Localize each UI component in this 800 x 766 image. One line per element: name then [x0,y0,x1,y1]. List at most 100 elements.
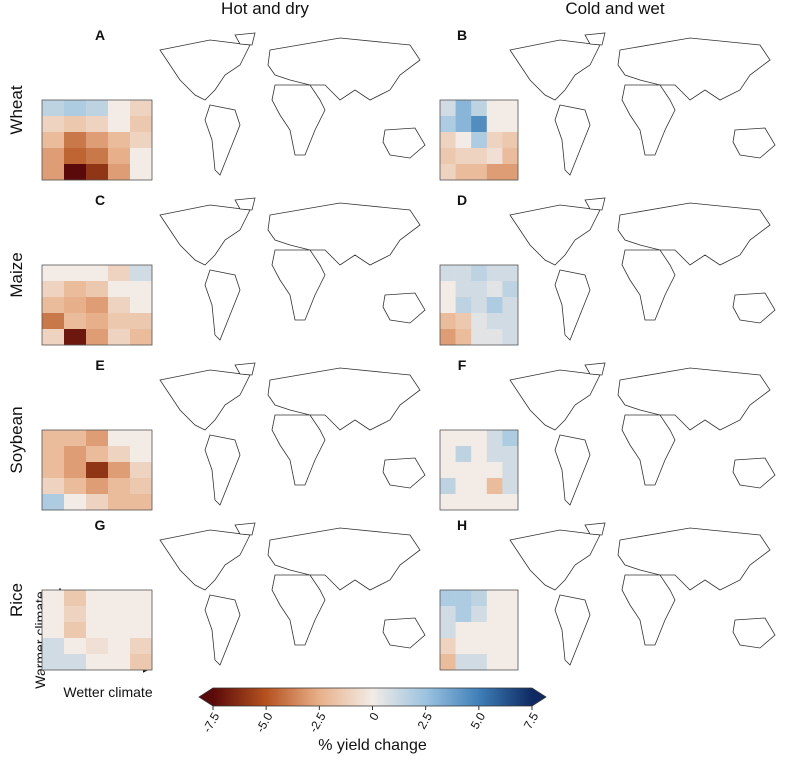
heatmap-cell [471,116,488,133]
heatmap-cell [86,281,109,298]
heatmap-cell [502,590,519,607]
heatmap-cell [42,100,65,117]
heatmap-cell [486,100,503,117]
heatmap-cell [471,446,488,463]
heatmap-cell [455,329,472,346]
heatmap-cell [108,606,131,623]
heatmap-cell [455,590,472,607]
heatmap-cell [86,478,109,495]
heatmap-cell [440,329,456,346]
heatmap-cell [486,329,503,346]
heatmap-cell [130,297,153,314]
heatmap-cell [502,100,519,117]
heatmap-cell [64,494,87,511]
heatmap-cell [108,164,131,181]
heatmap-cell [42,638,65,655]
heatmap-cell [64,478,87,495]
colorbar-tick-label: -7.5 [200,710,223,735]
heatmap-cell [502,148,519,165]
heatmap-frame [439,264,519,346]
heatmap-cell [455,132,472,149]
heatmap-cell [502,478,519,495]
heatmap-cell [42,446,65,463]
heatmap-cell [455,494,472,511]
heatmap-cell [486,622,503,639]
heatmap-cell [86,265,109,282]
heatmap-cell [486,478,503,495]
heatmap-cell [130,281,153,298]
heatmap-cell [471,654,488,671]
heatmap-cell [486,430,503,447]
heatmap-cell [64,462,87,479]
heatmap-cell [130,446,153,463]
heatmap-cell [130,265,153,282]
heatmap-cell [130,478,153,495]
heatmap-cell [42,329,65,346]
heatmap-cell [440,116,456,133]
heatmap-cell [455,116,472,133]
heatmap-cell [455,297,472,314]
heatmap-cell [471,313,488,330]
colorbar-extend [532,688,546,706]
heatmap-cell [440,478,456,495]
panel-letter: F [458,357,467,373]
heatmap-cell [86,446,109,463]
heatmap-cell [502,622,519,639]
heatmap-cell [455,462,472,479]
heatmap-cell [440,638,456,655]
colorbar-tick-label: 0 [366,710,382,723]
heatmap-cell [471,606,488,623]
heatmap-cell [86,462,109,479]
heatmap-frame [439,99,519,181]
heatmap-cell [64,116,87,133]
heatmap-cell [108,132,131,149]
heatmap-cell [502,638,519,655]
heatmap-cell [486,148,503,165]
heatmap-cell [130,622,153,639]
heatmap-cell [130,164,153,181]
heatmap-cell [64,622,87,639]
heatmap-cell [440,430,456,447]
panel-letter: E [95,357,104,373]
heatmap-cell [108,638,131,655]
heatmap-frame [41,429,153,511]
column-header: Cold and wet [565,0,665,18]
heatmap-cell [440,265,456,282]
heatmap-cell [130,654,153,671]
heatmap-cell [86,430,109,447]
heatmap-cell [471,638,488,655]
heatmap-cell [130,606,153,623]
heatmap-cell [86,100,109,117]
heatmap-cell [108,462,131,479]
world-map [159,32,426,176]
heatmap-cell [471,590,488,607]
heatmap-cell [42,590,65,607]
heatmap-cell [108,265,131,282]
heatmap-cell [440,297,456,314]
heatmap-cell [64,430,87,447]
heatmap-cell [86,638,109,655]
panel-letter: A [95,27,105,43]
heatmap-cell [42,164,65,181]
heatmap-cell [130,313,153,330]
heatmap-cell [455,654,472,671]
heatmap-cell [42,297,65,314]
heatmap-cell [86,297,109,314]
heatmap-cell [64,281,87,298]
heatmap-cell [502,446,519,463]
heatmap-cell [502,132,519,149]
heatmap-cell [455,446,472,463]
panel-letter: B [457,27,467,43]
panel-letter: C [95,192,105,208]
heatmap-cell [471,100,488,117]
heatmap-cell [42,265,65,282]
heatmap-cell [440,590,456,607]
heatmap-cell [42,132,65,149]
heatmap-cell [440,622,456,639]
heatmap-cell [42,116,65,133]
heatmap-cell [486,265,503,282]
heatmap-cell [486,313,503,330]
heatmap-cell [130,329,153,346]
heatmap-cell [42,313,65,330]
